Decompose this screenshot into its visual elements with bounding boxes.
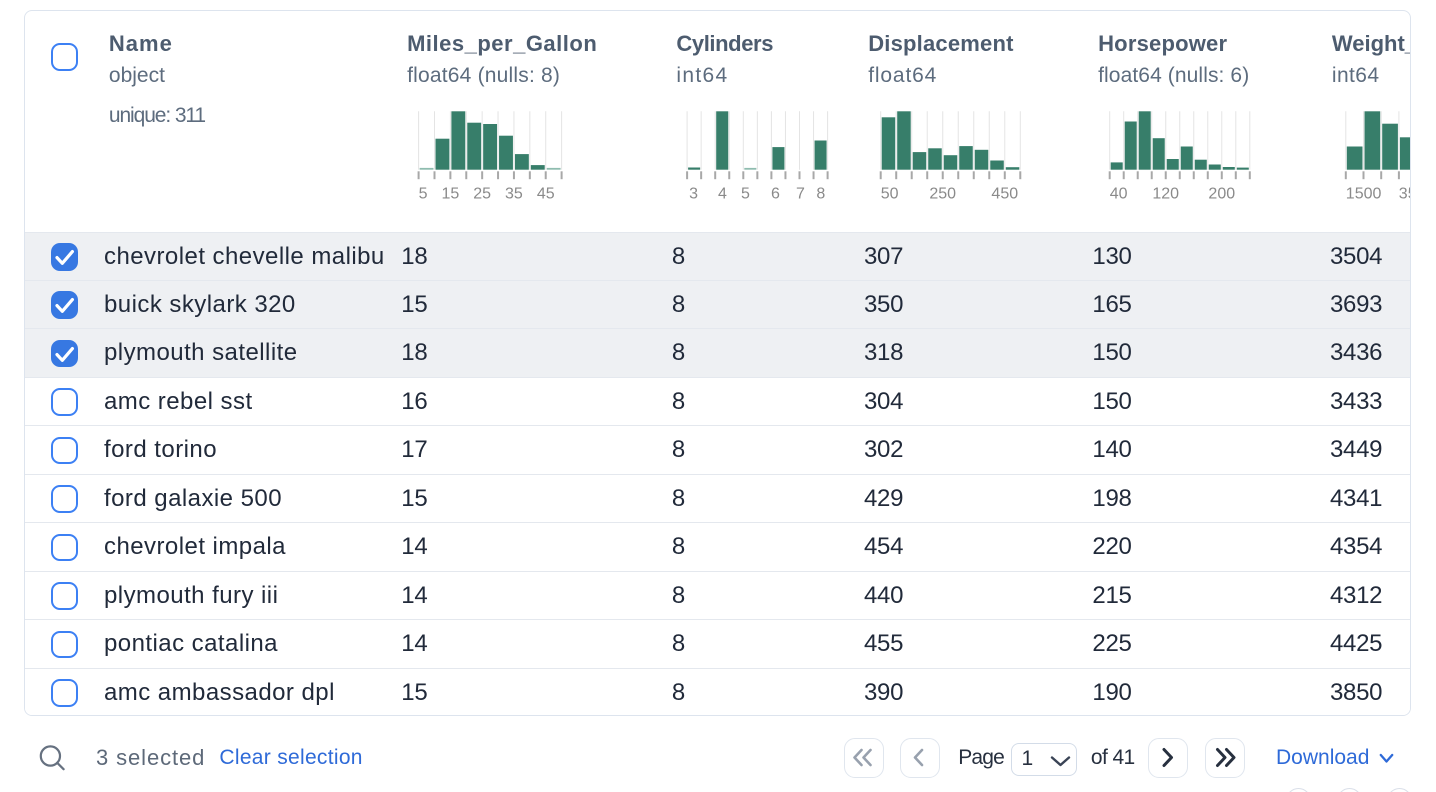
svg-text:5: 5 <box>419 185 428 202</box>
svg-text:3: 3 <box>689 185 698 202</box>
svg-text:7: 7 <box>796 185 805 202</box>
svg-text:1500: 1500 <box>1346 185 1382 202</box>
svg-text:6: 6 <box>771 185 780 202</box>
svg-text:15: 15 <box>441 185 459 202</box>
svg-text:250: 250 <box>929 185 956 202</box>
svg-text:4: 4 <box>718 185 727 202</box>
svg-text:8: 8 <box>816 185 825 202</box>
svg-text:5: 5 <box>741 185 750 202</box>
svg-text:450: 450 <box>991 185 1018 202</box>
svg-text:120: 120 <box>1152 185 1179 202</box>
svg-text:45: 45 <box>537 185 555 202</box>
svg-text:40: 40 <box>1110 185 1128 202</box>
svg-text:35: 35 <box>505 185 523 202</box>
svg-text:25: 25 <box>473 185 491 202</box>
svg-text:3500: 3500 <box>1399 185 1411 202</box>
svg-text:50: 50 <box>881 185 899 202</box>
svg-text:200: 200 <box>1208 185 1235 202</box>
